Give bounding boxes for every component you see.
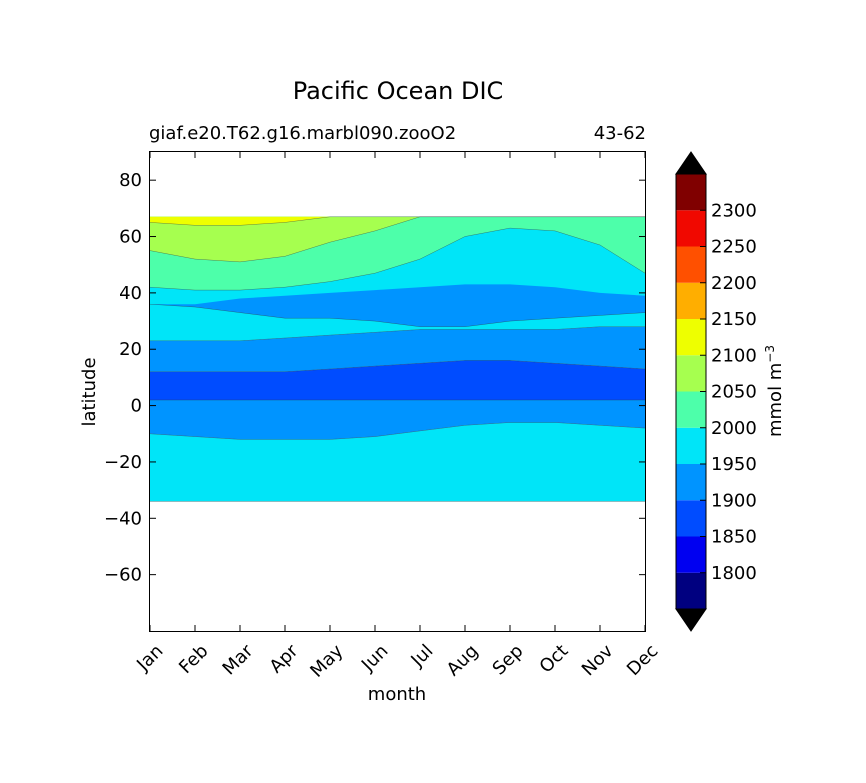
- contour-line: [149, 303, 646, 327]
- contour-region-band-1900-1950-north: [150, 326, 645, 372]
- y-tick-label: −40: [104, 508, 142, 529]
- contour-region-band-1900-1950-south: [150, 400, 645, 440]
- x-tick-label: Mar: [219, 640, 258, 679]
- colorbar-extend-high: [675, 151, 707, 175]
- colorbar-segment: [676, 355, 706, 392]
- contour-region-northwest-2050-2100: [150, 216, 645, 262]
- colorbar-tick-label: 2250: [711, 237, 757, 258]
- colorbar-segment: [676, 174, 706, 211]
- y-tick-label: −60: [104, 565, 142, 586]
- colorbar-segment: [676, 391, 706, 428]
- x-axis-label: month: [368, 684, 426, 705]
- contour-region-band-1850-1900-equator: [150, 360, 645, 400]
- contour-region-southern-1950-2000: [150, 422, 645, 502]
- colorbar-tick-label: 2000: [711, 418, 757, 439]
- colorbar-tick-label: 1950: [711, 454, 757, 475]
- contour-line: [149, 422, 646, 440]
- colorbar-segment: [676, 246, 706, 283]
- contour-line: [149, 216, 645, 226]
- colorbar-label-units: mmol m: [765, 363, 786, 437]
- colorbar-segment: [676, 427, 706, 464]
- contour-line: [150, 360, 646, 373]
- chart-subtitle-left: giaf.e20.T62.g16.marbl090.zooO2: [149, 123, 456, 144]
- colorbar-extend-low: [675, 608, 707, 632]
- colorbar: 1800 1850 1900 1950 2000 2050 2100 2150 2200 2250…: [675, 151, 757, 632]
- x-tick-label: Jul: [407, 641, 438, 672]
- x-tick-label: Apr: [266, 640, 303, 677]
- x-tick-label: Sep: [489, 641, 528, 680]
- colorbar-segment: [676, 536, 706, 573]
- x-tick-label: Jan: [132, 641, 167, 676]
- y-axis-label: latitude: [79, 357, 100, 426]
- y-tick-label: 60: [119, 227, 142, 248]
- y-tick-label: 0: [131, 396, 142, 417]
- colorbar-label-exponent: −3: [763, 345, 777, 363]
- colorbar-tick-label: 2050: [711, 382, 757, 403]
- y-tick-label: 20: [119, 339, 142, 360]
- contour-line: [149, 227, 646, 291]
- colorbar-segment: [676, 464, 706, 501]
- colorbar-tick-label: 2150: [711, 309, 757, 330]
- colorbar-tick-label: 2100: [711, 345, 757, 366]
- x-tick-label: Dec: [623, 641, 662, 680]
- y-tick-label: −20: [104, 452, 142, 473]
- colorbar-segment: [676, 319, 706, 356]
- contour-region-northwest-2100-2150: [150, 216, 645, 226]
- x-tick-label: Aug: [443, 641, 483, 681]
- chart-title: Pacific Ocean DIC: [293, 77, 504, 105]
- colorbar-label: mmol m−3: [763, 345, 786, 437]
- colorbar-segment: [676, 282, 706, 319]
- colorbar-tick-label: 1850: [711, 527, 757, 548]
- colorbar-tick-label: 2300: [711, 200, 757, 221]
- contour-region-tongue-1900-1950: [150, 284, 645, 327]
- colorbar-segment: [676, 572, 706, 609]
- contour-line: [150, 326, 645, 342]
- x-tick-label: Nov: [578, 640, 618, 680]
- plot-frame: [149, 151, 646, 632]
- x-tick-label: May: [306, 640, 347, 681]
- colorbar-segment: [676, 500, 706, 537]
- y-axis: 80 60 40 20 0 −20 −40 −60: [104, 170, 645, 586]
- chart-subtitle-right: 43-62: [594, 123, 646, 144]
- y-tick-label: 80: [119, 170, 142, 191]
- plot-area: [149, 216, 646, 502]
- colorbar-segment: [676, 210, 706, 247]
- x-tick-label: Jun: [357, 641, 392, 676]
- colorbar-tick-label: 1900: [711, 490, 757, 511]
- colorbar-tick-label: 2200: [711, 273, 757, 294]
- colorbar-tick-label: 1800: [711, 563, 757, 584]
- y-tick-label: 40: [119, 283, 142, 304]
- x-tick-label: Feb: [175, 641, 212, 678]
- x-tick-label: Oct: [536, 641, 573, 678]
